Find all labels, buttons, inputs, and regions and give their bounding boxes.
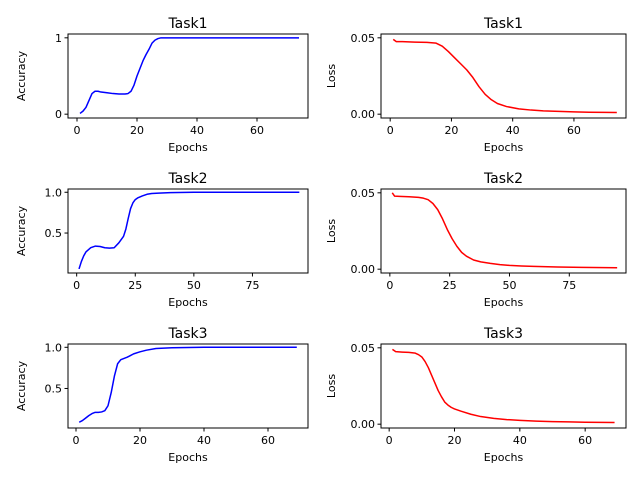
x-tick-label: 60 [250, 124, 264, 137]
subplot-5: 0 20 40 60 0.5 1.0 Task3 Epochs Accuracy [15, 326, 309, 464]
y-tick-label: 0.5 [45, 227, 63, 240]
y-axis-label: Loss [325, 219, 338, 243]
series-line [78, 346, 297, 423]
axes-frame [67, 33, 309, 119]
x-tick-label: 0 [387, 124, 394, 137]
y-axis-label: Accuracy [15, 50, 28, 101]
x-tick-label: 20 [130, 124, 144, 137]
y-tick-label: 0.05 [351, 342, 376, 355]
y-tick-label: 0.00 [351, 418, 376, 431]
y-axis-label: Accuracy [15, 205, 28, 256]
y-tick-label: 1.0 [45, 341, 63, 354]
x-tick-label: 50 [502, 279, 516, 292]
subplot-title: Task3 [167, 326, 207, 342]
y-axis-label: Loss [325, 374, 338, 398]
subplot-4: 0 25 50 75 0.00 0.05 Task2 Epochs Loss [325, 171, 627, 309]
x-tick-label: 20 [444, 124, 458, 137]
x-tick-label: 25 [128, 279, 142, 292]
x-tick-label: 40 [513, 434, 527, 447]
subplot-title: Task2 [483, 171, 523, 187]
x-tick-label: 60 [578, 434, 592, 447]
y-tick-label: 0.5 [45, 382, 63, 395]
axes-frame [67, 343, 309, 429]
axes-frame [380, 343, 627, 429]
y-axis-label: Loss [325, 64, 338, 88]
subplot-6: 0 20 40 60 0.00 0.05 Task3 Epochs Loss [325, 326, 627, 464]
y-axis-label: Accuracy [15, 360, 28, 411]
x-axis-label: Epochs [484, 451, 524, 464]
x-axis-label: Epochs [168, 141, 208, 154]
x-tick-label: 60 [261, 434, 275, 447]
x-tick-label: 0 [386, 434, 393, 447]
series-line [79, 37, 299, 115]
subplot-title: Task2 [167, 171, 207, 187]
subplot-title: Task3 [483, 326, 523, 342]
x-axis-label: Epochs [168, 296, 208, 309]
x-tick-label: 75 [245, 279, 259, 292]
subplot-title: Task1 [167, 16, 207, 32]
x-tick-label: 0 [386, 279, 393, 292]
x-tick-label: 75 [562, 279, 576, 292]
y-tick-label: 0.00 [351, 108, 376, 121]
x-axis-label: Epochs [484, 296, 524, 309]
subplot-title: Task1 [483, 16, 523, 32]
x-tick-label: 50 [187, 279, 201, 292]
x-axis-label: Epochs [168, 451, 208, 464]
x-tick-label: 60 [567, 124, 581, 137]
subplot-2: 0 20 40 60 0.00 0.05 Task1 Epochs Loss [325, 16, 627, 154]
x-tick-label: 20 [448, 434, 462, 447]
x-tick-label: 40 [506, 124, 520, 137]
y-tick-label: 0 [55, 108, 62, 121]
y-tick-label: 0.00 [351, 263, 376, 276]
series-line [391, 192, 618, 269]
subplot-1: 0 20 40 60 0 1 Task1 Epochs Accuracy [15, 16, 309, 154]
axes-frame [380, 188, 627, 274]
axes-frame [380, 33, 627, 119]
series-line [391, 348, 615, 424]
x-tick-label: 0 [74, 124, 81, 137]
x-tick-label: 40 [197, 434, 211, 447]
x-tick-label: 25 [443, 279, 457, 292]
x-axis-label: Epochs [484, 141, 524, 154]
y-tick-label: 1.0 [45, 186, 63, 199]
x-tick-label: 20 [133, 434, 147, 447]
y-tick-label: 0.05 [351, 187, 376, 200]
series-line [78, 191, 300, 270]
subplot-3: 0 25 50 75 0.5 1.0 Task2 Epochs Accuracy [15, 171, 309, 309]
x-tick-label: 40 [190, 124, 204, 137]
series-line [392, 38, 617, 114]
y-tick-label: 1 [55, 32, 62, 45]
axes-frame [67, 188, 309, 274]
x-tick-label: 0 [73, 279, 80, 292]
y-tick-label: 0.05 [351, 32, 376, 45]
x-tick-label: 0 [73, 434, 80, 447]
